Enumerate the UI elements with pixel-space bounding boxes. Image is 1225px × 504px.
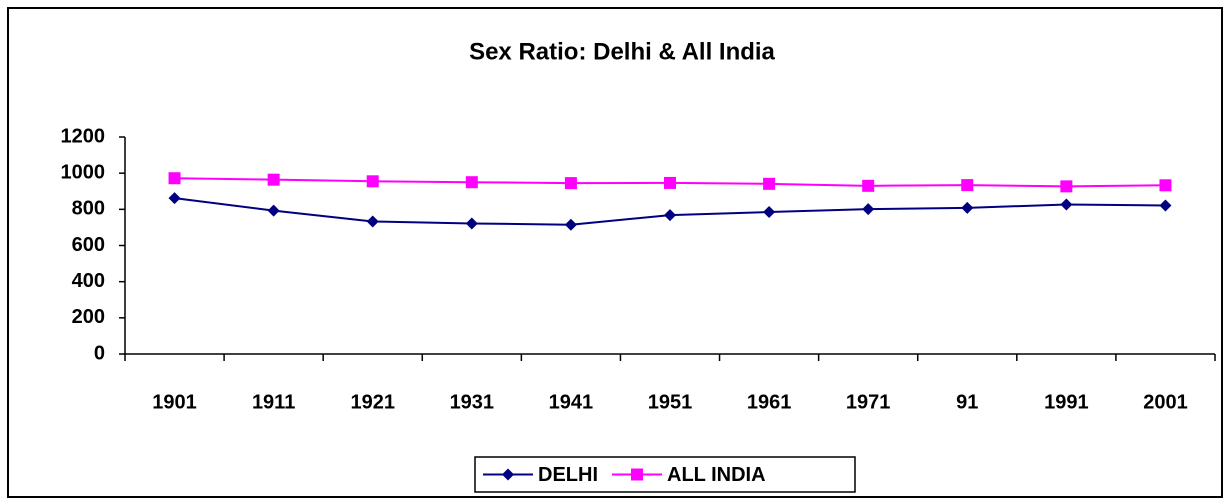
legend-marker — [631, 468, 643, 481]
data-point — [1060, 198, 1073, 211]
data-point — [1159, 179, 1172, 192]
data-point — [564, 177, 577, 190]
data-point — [961, 201, 974, 214]
x-tick-label: 1901 — [152, 391, 197, 413]
chart-border — [7, 7, 1223, 498]
x-tick-label: 1921 — [350, 391, 395, 413]
y-tick-label: 1000 — [61, 161, 106, 183]
y-tick-label: 1200 — [61, 125, 106, 147]
x-tick-label: 1961 — [747, 391, 792, 413]
data-point — [168, 192, 181, 205]
data-point — [564, 218, 577, 231]
data-point — [1159, 199, 1172, 212]
data-point — [763, 206, 776, 219]
legend-label: DELHI — [538, 464, 598, 486]
x-tick-label: 2001 — [1143, 391, 1188, 413]
data-point — [664, 176, 676, 189]
x-tick-label: 1941 — [549, 391, 594, 413]
data-point — [168, 172, 181, 185]
x-tick-label: 1971 — [846, 391, 891, 413]
x-tick-label: 1951 — [648, 391, 693, 413]
y-tick-label: 0 — [94, 342, 105, 364]
y-tick-label: 400 — [72, 270, 105, 292]
x-tick-label: 1931 — [450, 391, 495, 413]
legend-marker — [502, 468, 514, 481]
data-point — [465, 176, 478, 189]
chart-title: Sex Ratio: Delhi & All India — [469, 38, 775, 65]
x-tick-label: 1991 — [1044, 391, 1089, 413]
data-point — [862, 179, 875, 192]
data-point — [267, 173, 280, 186]
data-point — [465, 217, 478, 230]
data-point — [862, 203, 875, 216]
data-point — [1060, 180, 1073, 193]
y-tick-label: 200 — [72, 306, 105, 328]
legend-label: ALL INDIA — [667, 464, 766, 486]
data-point — [366, 215, 379, 228]
y-tick-label: 600 — [72, 234, 105, 256]
x-tick-label: 91 — [956, 391, 978, 413]
data-point — [366, 175, 379, 188]
y-tick-label: 800 — [72, 198, 105, 220]
data-point — [664, 209, 676, 222]
legend-box — [474, 456, 856, 493]
x-tick-label: 1911 — [252, 391, 295, 413]
data-point — [267, 204, 280, 217]
data-point — [763, 177, 776, 190]
data-point — [961, 179, 974, 192]
